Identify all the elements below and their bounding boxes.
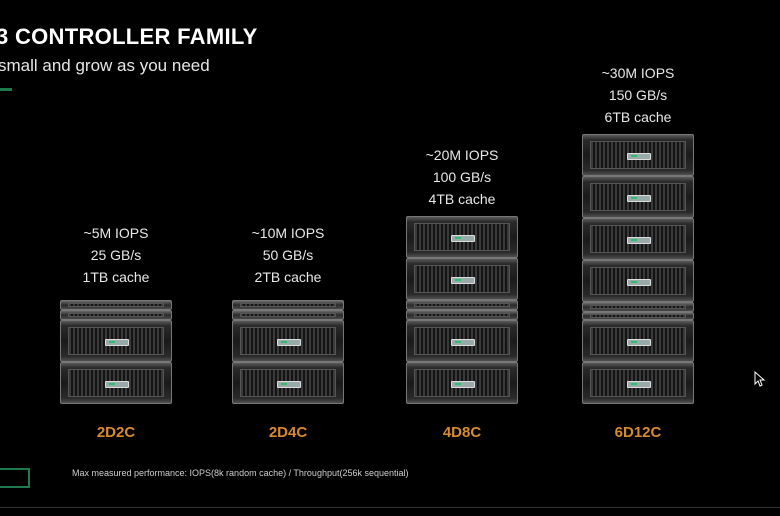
model-label-2d4c: 2D4C bbox=[268, 424, 308, 441]
drive-enclosure bbox=[582, 320, 694, 362]
drive-enclosure bbox=[232, 320, 344, 362]
title-accent-bar bbox=[0, 88, 12, 91]
model-label-2d2c: 2D2C bbox=[96, 424, 136, 441]
drive-enclosure bbox=[582, 260, 694, 302]
throughput-label: 25 GB/s bbox=[90, 247, 142, 263]
controller-unit bbox=[60, 300, 172, 310]
drive-enclosure bbox=[406, 320, 518, 362]
controller-unit bbox=[582, 312, 694, 320]
status-led-icon bbox=[627, 236, 651, 244]
drive-enclosure bbox=[406, 258, 518, 300]
cache-label: 2TB cache bbox=[254, 269, 322, 285]
drive-enclosure bbox=[582, 218, 694, 260]
mouse-pointer-icon bbox=[754, 371, 766, 387]
status-led-icon bbox=[627, 380, 651, 388]
server-stack-2d2c bbox=[60, 300, 172, 404]
status-led-icon bbox=[627, 278, 651, 286]
controller-unit bbox=[582, 302, 694, 312]
drive-enclosure bbox=[582, 134, 694, 176]
footnote: Max measured performance: IOPS(8k random… bbox=[72, 468, 409, 478]
throughput-label: 150 GB/s bbox=[608, 87, 668, 103]
server-stack-2d4c bbox=[232, 300, 344, 404]
status-led-icon bbox=[451, 338, 475, 346]
drive-enclosure bbox=[582, 362, 694, 404]
drive-enclosure bbox=[60, 320, 172, 362]
iops-label: ~5M IOPS bbox=[83, 225, 149, 241]
cache-label: 4TB cache bbox=[428, 191, 496, 207]
server-stack-6d12c bbox=[582, 134, 694, 404]
drive-enclosure bbox=[582, 176, 694, 218]
status-led-icon bbox=[451, 234, 475, 242]
slide-title: 3 CONTROLLER FAMILY bbox=[0, 24, 258, 49]
controller-unit bbox=[406, 310, 518, 320]
status-led-icon bbox=[627, 194, 651, 202]
iops-label: ~20M IOPS bbox=[425, 147, 499, 163]
controller-unit bbox=[232, 300, 344, 310]
controller-unit bbox=[232, 310, 344, 320]
slide-divider bbox=[0, 507, 780, 508]
status-led-icon bbox=[627, 152, 651, 160]
status-led-icon bbox=[451, 380, 475, 388]
model-label-4d8c: 4D8C bbox=[442, 424, 482, 441]
cache-label: 6TB cache bbox=[604, 109, 672, 125]
iops-label: ~30M IOPS bbox=[601, 65, 675, 81]
drive-enclosure bbox=[406, 362, 518, 404]
drive-enclosure bbox=[406, 216, 518, 258]
status-led-icon bbox=[277, 380, 301, 388]
model-label-6d12c: 6D12C bbox=[614, 424, 662, 441]
logo-mark bbox=[0, 468, 30, 488]
status-led-icon bbox=[277, 338, 301, 346]
product-specs-2d2c: ~5M IOPS 25 GB/s 1TB cache bbox=[60, 222, 172, 288]
server-stack-4d8c bbox=[406, 216, 518, 404]
product-specs-2d4c: ~10M IOPS 50 GB/s 2TB cache bbox=[232, 222, 344, 288]
status-led-icon bbox=[627, 338, 651, 346]
cache-label: 1TB cache bbox=[82, 269, 150, 285]
product-specs-6d12c: ~30M IOPS 150 GB/s 6TB cache bbox=[582, 62, 694, 128]
throughput-label: 100 GB/s bbox=[432, 169, 492, 185]
status-led-icon bbox=[105, 380, 129, 388]
status-led-icon bbox=[451, 276, 475, 284]
throughput-label: 50 GB/s bbox=[262, 247, 314, 263]
drive-enclosure bbox=[60, 362, 172, 404]
drive-enclosure bbox=[232, 362, 344, 404]
slide-subtitle: small and grow as you need bbox=[0, 56, 210, 75]
controller-unit bbox=[406, 300, 518, 310]
status-led-icon bbox=[105, 338, 129, 346]
controller-unit bbox=[60, 310, 172, 320]
iops-label: ~10M IOPS bbox=[251, 225, 325, 241]
product-specs-4d8c: ~20M IOPS 100 GB/s 4TB cache bbox=[406, 144, 518, 210]
